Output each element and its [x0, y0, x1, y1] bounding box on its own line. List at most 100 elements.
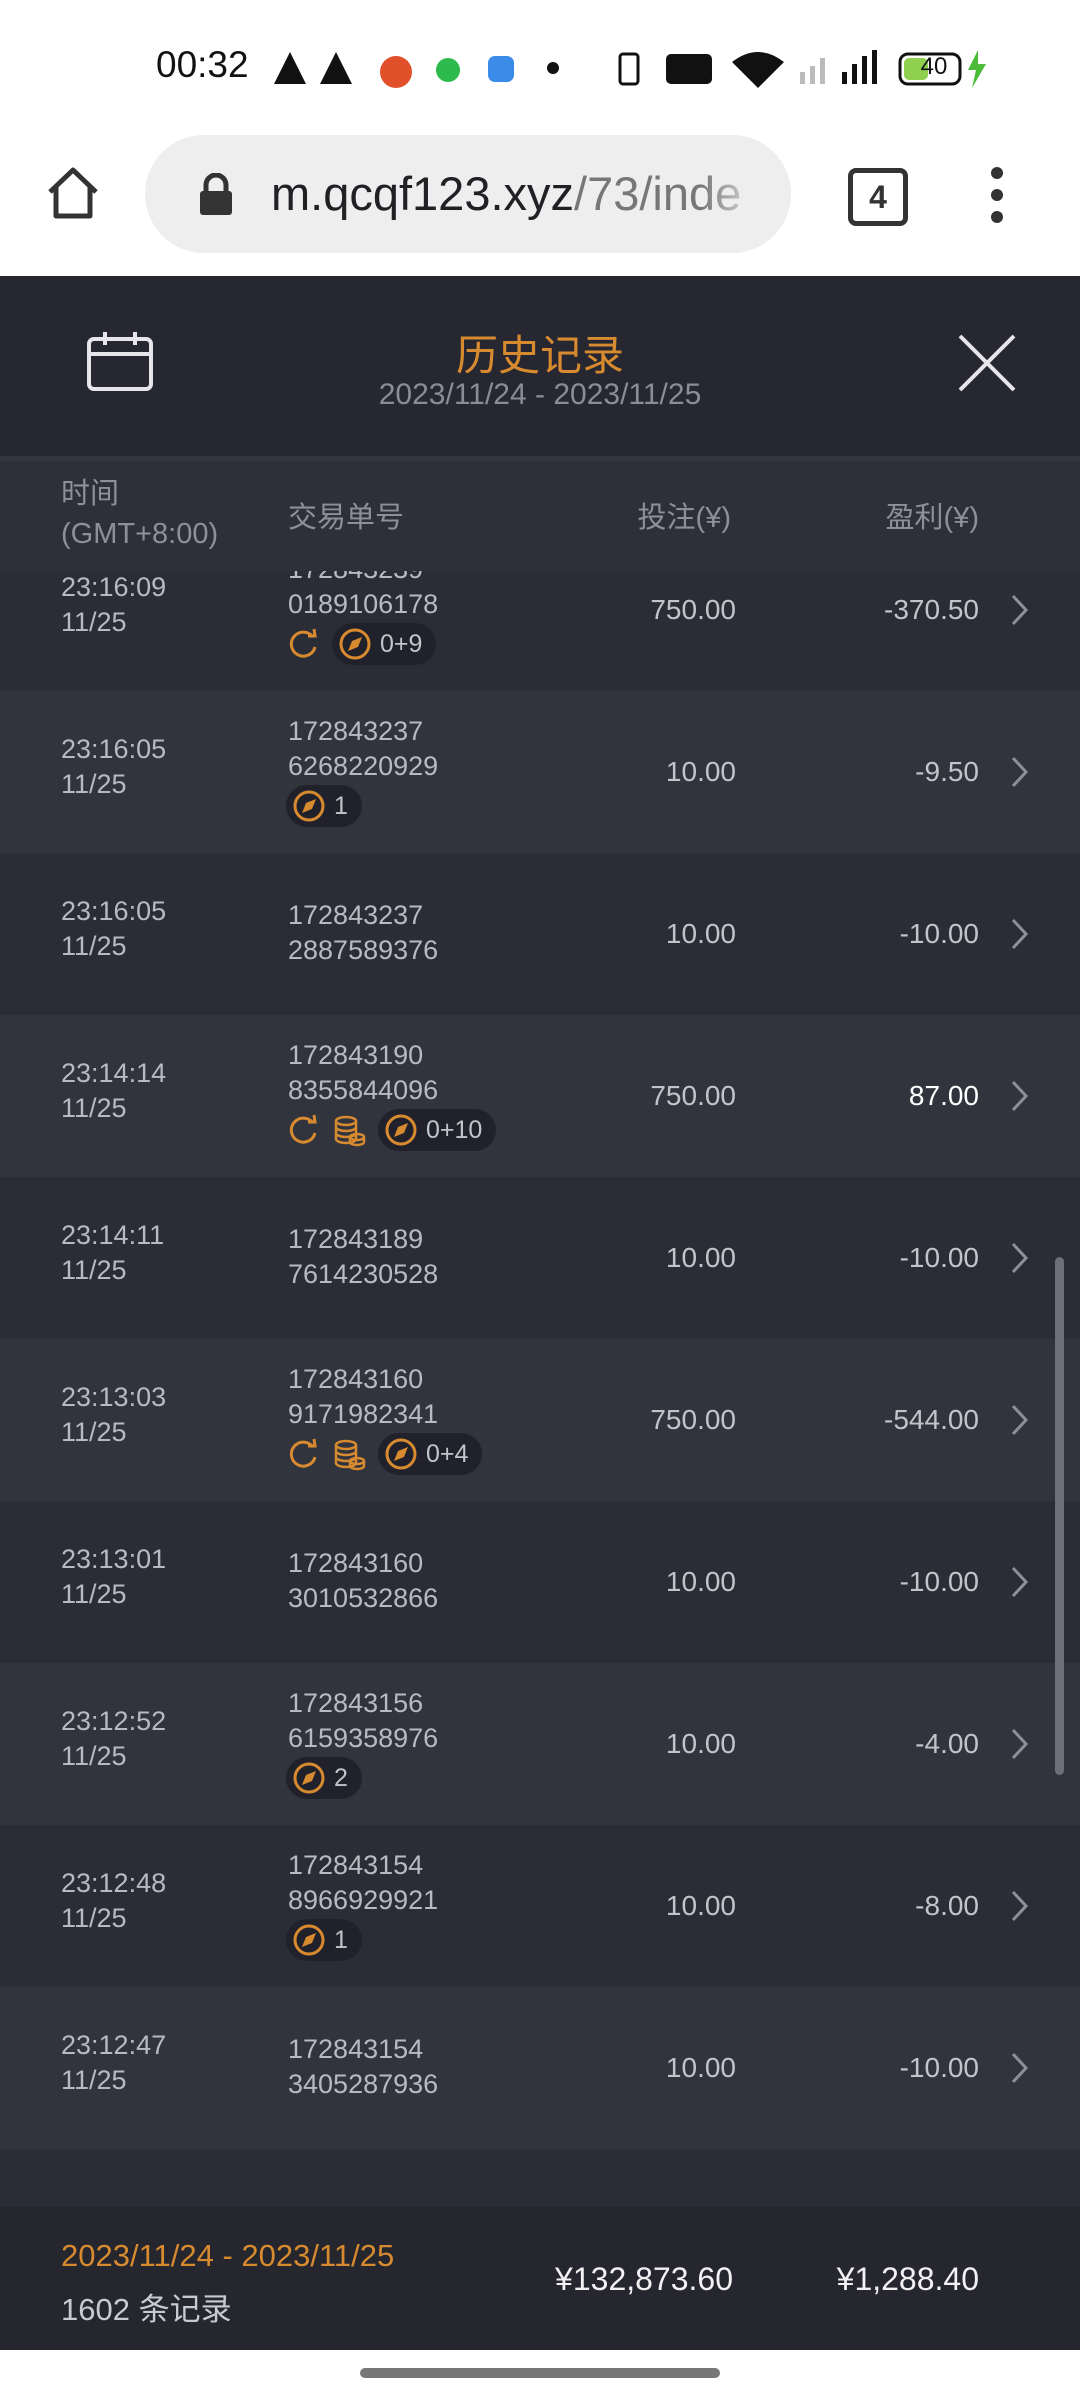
- badge-text: 0+4: [426, 1439, 469, 1468]
- badge: 0+4: [378, 1433, 483, 1475]
- row-date: 11/25: [61, 2065, 127, 2095]
- stake: 10.00: [665, 1242, 736, 1273]
- order-number: 8966929921: [288, 1885, 439, 1915]
- refresh-icon: [289, 1438, 317, 1468]
- row-date: 11/25: [61, 1417, 127, 1447]
- stake: 10.00: [665, 1890, 736, 1921]
- record-row[interactable]: 23:12:48 11/25 172843154 8966929921 1 10.00 -8…: [0, 1825, 1080, 1987]
- order-number: 172843239: [288, 571, 423, 585]
- record-row[interactable]: 23:13:01 11/25 172843160 3010532866 10.00 -10…: [0, 1501, 1080, 1663]
- record-row[interactable]: 23:12:47 11/25 172843154 3405287936 10.00 -10…: [0, 1987, 1080, 2149]
- order-number: 6159358976: [288, 1723, 439, 1753]
- order-number: 6268220929: [288, 751, 439, 781]
- chevron: [1011, 918, 1029, 950]
- order-number: 172843160: [288, 1364, 424, 1394]
- profit: -370.50: [884, 594, 979, 625]
- row-time: 23:16:05: [61, 734, 167, 764]
- badges: 0+10: [286, 1109, 497, 1151]
- total-stake: ¥132,873.60: [555, 2261, 733, 2297]
- order-number: 172843154: [288, 2034, 424, 2064]
- stake: 10.00: [665, 918, 736, 949]
- record-row[interactable]: 23:16:05 11/25 172843237 2887589376 10.00 -10…: [0, 853, 1080, 1015]
- badge: 2: [286, 1757, 362, 1799]
- row-time: 23:13:01: [61, 1544, 167, 1574]
- record-row[interactable]: 23:12:52 11/25 172843156 6159358976 2 10.00 -4…: [0, 1663, 1080, 1825]
- status-bar: 00:32 40: [0, 0, 1080, 124]
- chevron: [1011, 1566, 1029, 1598]
- scrollbar: [1055, 1257, 1064, 1775]
- row-time: 23:14:14: [61, 1058, 167, 1088]
- col-time: 时间: [61, 478, 120, 510]
- home-indicator: [360, 2368, 720, 2378]
- col-timezone: (GMT+8:00): [61, 518, 219, 550]
- row-time: 23:14:11: [61, 1220, 165, 1250]
- status-icons: [274, 50, 986, 88]
- badge-text: 0+9: [380, 629, 423, 658]
- record-row[interactable]: 23:14:11 11/25 172843189 7614230528 10.00 -10…: [0, 1177, 1080, 1339]
- history-header: 历史记录 2023/11/24 - 2023/11/25: [0, 276, 1080, 456]
- profit: -8.00: [915, 1890, 979, 1921]
- badge: 0+9: [332, 623, 437, 665]
- order-number: 2887589376: [288, 935, 439, 965]
- record-row[interactable]: 23:16:05 11/25 172843237 6268220929 1 10.00 -9…: [0, 691, 1080, 853]
- address-bar[interactable]: m.qcqf123.xyz/73/inde: [145, 135, 791, 253]
- badges: 2: [286, 1757, 362, 1799]
- stake: 750.00: [650, 594, 736, 625]
- close-button[interactable]: [956, 332, 1018, 394]
- profit: -4.00: [915, 1728, 979, 1759]
- badges: 1: [286, 785, 362, 827]
- profit: 87.00: [908, 1080, 979, 1111]
- chevron: [1011, 1890, 1029, 1922]
- coins-icon: [334, 1439, 366, 1471]
- stake: 10.00: [665, 1566, 736, 1597]
- chevron: [1011, 1404, 1029, 1436]
- stake: 10.00: [665, 756, 736, 787]
- stake: 10.00: [665, 2052, 736, 2083]
- compass-icon: [293, 790, 325, 822]
- record-row[interactable]: 23:14:14 11/25 172843190 8355844096 0+10 750.…: [0, 1015, 1080, 1177]
- row-time: 23:16:05: [61, 896, 167, 926]
- badge: 0+10: [378, 1109, 497, 1151]
- refresh-icon: [289, 628, 317, 658]
- total-profit: ¥1,288.40: [836, 2261, 979, 2297]
- menu-button[interactable]: [982, 164, 1012, 226]
- order-number: 172843237: [288, 716, 424, 746]
- order-number: 172843237: [288, 900, 424, 930]
- row-time: 23:13:03: [61, 1382, 167, 1412]
- badge-text: 1: [334, 791, 348, 820]
- footer-date-range: 2023/11/24 - 2023/11/25: [61, 2238, 395, 2273]
- badges: 0+4: [286, 1433, 483, 1475]
- record-row[interactable]: 23:13:03 11/25 172843160 9171982341 0+4 750.0…: [0, 1339, 1080, 1501]
- row-time: 23:12:47: [61, 2030, 167, 2060]
- stake: 750.00: [650, 1404, 736, 1435]
- chevron: [1011, 2052, 1029, 2084]
- url-host: m.qcqf123.xyz: [271, 167, 575, 220]
- url: m.qcqf123.xyz/73/inde: [271, 135, 741, 253]
- clock: 00:32: [156, 44, 249, 85]
- badges: 0+9: [286, 623, 437, 665]
- compass-icon: [293, 1924, 325, 1956]
- profit: -544.00: [884, 1404, 979, 1435]
- profit: -10.00: [899, 918, 979, 949]
- order-number: 0189106178: [288, 589, 439, 619]
- refresh-icon: [289, 1114, 317, 1144]
- calendar-button[interactable]: [86, 330, 154, 392]
- record-row[interactable]: 23:16:09 11/25 172843239 0189106178 0+9 750.0…: [0, 571, 1080, 691]
- profit: -10.00: [899, 1242, 979, 1273]
- row-date: 11/25: [61, 1903, 127, 1933]
- chevron: [1011, 1728, 1029, 1760]
- stake: 10.00: [665, 1728, 736, 1759]
- order-number: 8355844096: [288, 1075, 439, 1105]
- battery-level: 40: [920, 53, 948, 80]
- home-button[interactable]: [44, 164, 102, 222]
- badge-text: 1: [334, 1925, 348, 1954]
- row-date: 11/25: [61, 931, 127, 961]
- row-time: 23:16:09: [61, 572, 167, 602]
- row-time: 23:12:52: [61, 1706, 167, 1736]
- record-row[interactable]: [0, 2149, 1080, 2207]
- tab-count[interactable]: 4: [848, 168, 908, 226]
- browser-bar: m.qcqf123.xyz/73/inde 4: [0, 124, 1080, 276]
- compass-icon: [385, 1438, 417, 1470]
- column-header: 时间 (GMT+8:00) 交易单号 投注(¥) 盈利(¥): [0, 456, 1080, 571]
- title: 历史记录: [455, 332, 624, 379]
